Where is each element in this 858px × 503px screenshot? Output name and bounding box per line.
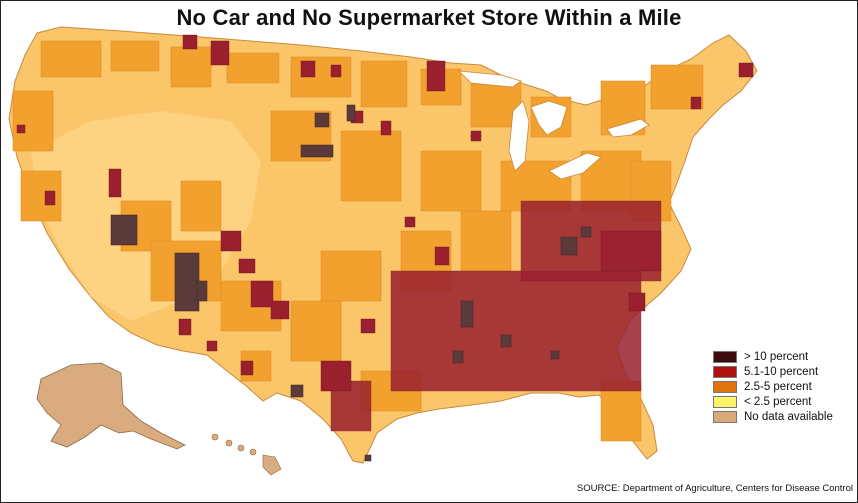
legend-label: 2.5-5 percent xyxy=(744,380,812,393)
map-title: No Car and No Supermarket Store Within a… xyxy=(176,5,682,30)
legend-swatch xyxy=(713,395,737,408)
dark-red-counties xyxy=(16,34,754,432)
legend-swatch xyxy=(713,410,737,423)
legend-item-lt2_5: < 2.5 percent xyxy=(713,394,833,409)
legend-label: < 2.5 percent xyxy=(744,395,812,408)
legend-item-2_5to5: 2.5-5 percent xyxy=(713,379,833,394)
legend-item-gt10: > 10 percent xyxy=(713,349,833,364)
legend-label: > 10 percent xyxy=(744,350,809,363)
alaska-inset xyxy=(36,362,186,450)
hawaii-inset xyxy=(211,433,282,476)
legend-label: 5.1-10 percent xyxy=(744,365,819,378)
source-note: SOURCE: Department of Agriculture, Cente… xyxy=(576,483,853,494)
legend-item-no-data: No data available xyxy=(713,409,833,424)
legend-swatch xyxy=(713,350,737,363)
darkest-counties xyxy=(110,104,592,462)
legend-label: No data available xyxy=(744,410,833,423)
legend-swatch xyxy=(713,380,737,393)
legend-item-5to10: 5.1-10 percent xyxy=(713,364,833,379)
legend-swatch xyxy=(713,365,737,378)
legend: > 10 percent 5.1-10 percent 2.5-5 percen… xyxy=(713,349,833,424)
great-lakes xyxy=(457,70,650,180)
